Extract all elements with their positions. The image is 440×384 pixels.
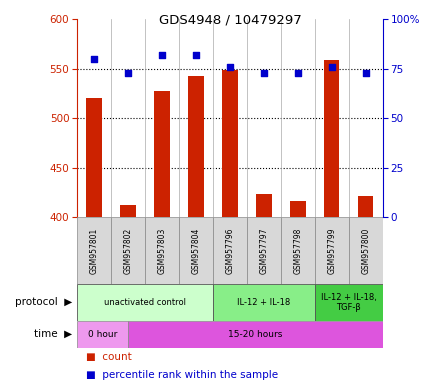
- Point: [294, 70, 301, 76]
- Text: IL-12 + IL-18: IL-12 + IL-18: [237, 298, 290, 307]
- Text: GDS4948 / 10479297: GDS4948 / 10479297: [158, 13, 301, 26]
- Text: GSM957797: GSM957797: [259, 227, 268, 274]
- Text: GSM957802: GSM957802: [124, 227, 132, 274]
- Bar: [315, 217, 349, 284]
- Point: [91, 56, 98, 62]
- Bar: [179, 217, 213, 284]
- Bar: [222, 70, 238, 217]
- Bar: [145, 217, 179, 284]
- Bar: [349, 217, 383, 284]
- Text: GSM957800: GSM957800: [361, 227, 370, 274]
- Bar: [290, 201, 305, 217]
- Point: [362, 70, 369, 76]
- Bar: [77, 321, 128, 348]
- Point: [227, 64, 234, 70]
- Point: [158, 52, 165, 58]
- Bar: [77, 284, 213, 321]
- Bar: [77, 217, 111, 284]
- Bar: [213, 284, 315, 321]
- Text: ■  count: ■ count: [86, 352, 132, 362]
- Point: [125, 70, 132, 76]
- Text: GSM957798: GSM957798: [293, 227, 302, 274]
- Point: [260, 70, 268, 76]
- Bar: [247, 217, 281, 284]
- Bar: [154, 91, 169, 217]
- Text: ■  percentile rank within the sample: ■ percentile rank within the sample: [86, 370, 278, 380]
- Bar: [188, 76, 204, 217]
- Point: [328, 64, 335, 70]
- Text: 0 hour: 0 hour: [88, 329, 117, 339]
- Bar: [213, 217, 247, 284]
- Bar: [111, 217, 145, 284]
- Bar: [324, 60, 340, 217]
- Bar: [281, 217, 315, 284]
- Text: unactivated control: unactivated control: [104, 298, 186, 307]
- Bar: [120, 205, 136, 217]
- Text: time  ▶: time ▶: [34, 329, 73, 339]
- Text: IL-12 + IL-18,
TGF-β: IL-12 + IL-18, TGF-β: [321, 293, 377, 312]
- Text: GSM957804: GSM957804: [191, 227, 201, 274]
- Bar: [315, 284, 383, 321]
- Text: GSM957796: GSM957796: [225, 227, 235, 274]
- Point: [192, 52, 199, 58]
- Text: GSM957799: GSM957799: [327, 227, 336, 274]
- Bar: [358, 196, 374, 217]
- Bar: [86, 98, 102, 217]
- Text: GSM957803: GSM957803: [158, 227, 166, 274]
- Text: 15-20 hours: 15-20 hours: [228, 329, 282, 339]
- Bar: [128, 321, 383, 348]
- Bar: [256, 194, 271, 217]
- Text: protocol  ▶: protocol ▶: [15, 297, 73, 308]
- Text: GSM957801: GSM957801: [89, 227, 99, 274]
